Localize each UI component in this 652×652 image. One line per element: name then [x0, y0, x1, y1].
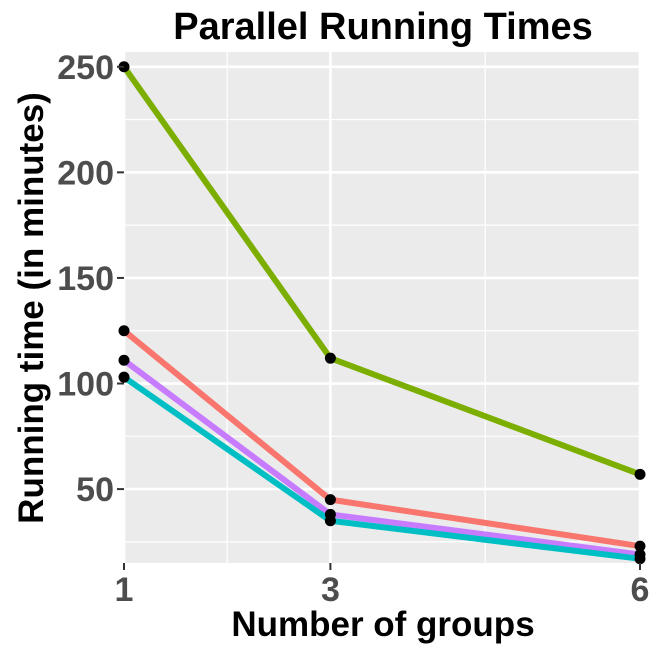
- x-tick-label: 1: [115, 571, 134, 609]
- x-axis-title: Number of groups: [231, 605, 534, 644]
- data-point: [118, 325, 130, 337]
- plot-panel: [124, 52, 640, 563]
- x-tick-label: 3: [321, 571, 340, 609]
- y-axis: 50 100 150 200 250: [57, 49, 124, 509]
- data-points: [118, 61, 646, 565]
- y-tick-label: 100: [57, 366, 114, 404]
- y-tick-label: 50: [76, 471, 114, 509]
- y-tick-label: 250: [57, 49, 114, 87]
- y-tick-label: 200: [57, 154, 114, 192]
- data-point: [634, 468, 646, 480]
- y-axis-title: Running time (in minutes): [12, 92, 51, 524]
- chart-title: Parallel Running Times: [173, 6, 593, 48]
- data-point: [324, 494, 336, 506]
- grid-major: [122, 52, 642, 563]
- y-tick-label: 150: [57, 260, 114, 298]
- data-point: [118, 354, 130, 366]
- x-axis: 1 3 6: [115, 563, 650, 609]
- data-point: [634, 540, 646, 552]
- data-point: [324, 352, 336, 364]
- data-point: [118, 371, 130, 383]
- x-tick-label: 6: [631, 571, 650, 609]
- data-point: [324, 515, 336, 527]
- data-point: [634, 553, 646, 565]
